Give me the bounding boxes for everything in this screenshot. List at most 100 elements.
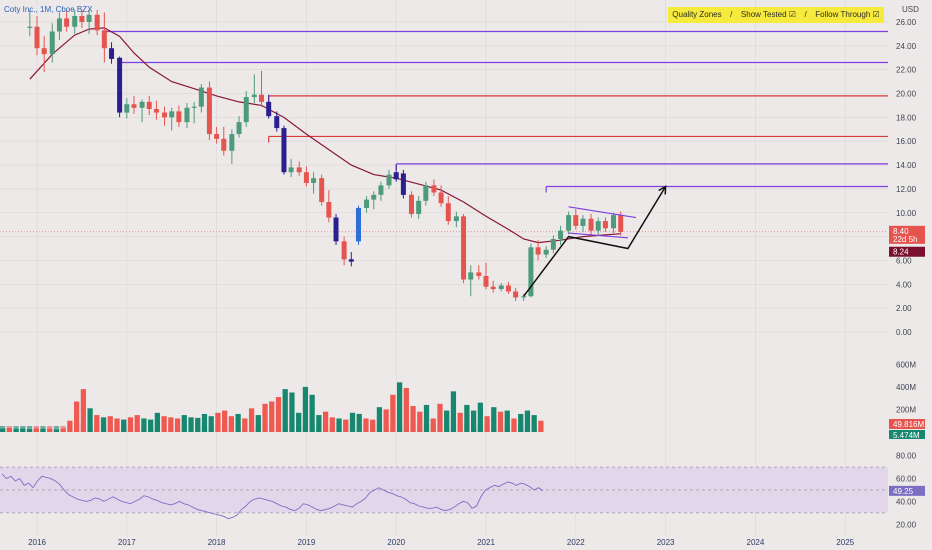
volume-bar-base — [322, 426, 329, 432]
volume-bar — [444, 410, 450, 432]
candle-body — [378, 185, 384, 195]
candle-body — [490, 286, 496, 290]
candle-body — [326, 202, 332, 218]
candle-body — [408, 194, 414, 214]
volume-bar — [201, 413, 208, 432]
volume-bar — [396, 382, 403, 432]
volume-bar — [174, 418, 181, 432]
volume-bar — [148, 419, 154, 432]
volume-bar — [511, 418, 517, 432]
legend-follow-through[interactable]: Follow Through ☑ — [815, 10, 880, 19]
volume-bar-base — [410, 426, 416, 432]
candle-body — [79, 16, 85, 22]
candle-body — [602, 221, 608, 229]
volume-bar — [302, 386, 309, 432]
candle-body — [288, 167, 294, 173]
candle-body — [86, 14, 92, 22]
volume-bar-base — [309, 426, 315, 432]
volume-bar-base — [302, 426, 309, 432]
volume-bar — [457, 412, 463, 432]
candle-body — [146, 101, 152, 110]
legend-separator: / — [730, 10, 733, 19]
chart-title: Coty Inc., 1M, Cboe BZX — [4, 5, 93, 14]
flag-trendline — [568, 206, 637, 219]
volume-bar — [228, 416, 235, 432]
volume-bar-base — [504, 426, 510, 432]
candle-body — [56, 18, 62, 32]
volume-bar — [161, 416, 167, 432]
volume-bar — [524, 410, 531, 432]
volume-bar-base — [390, 426, 396, 432]
volume-bar-base — [403, 426, 409, 432]
volume-tick-label: 400M — [896, 383, 916, 392]
volume-value-tag-text: 49.816M — [893, 420, 924, 429]
time-axis[interactable]: 2016 2017 2018 2019 2020 2021 2022 2023 2024 2025 — [28, 538, 855, 547]
candle-body — [355, 207, 361, 242]
price-axis[interactable]: 0.002.004.006.008.0010.0012.0014.0016.00… — [896, 18, 917, 529]
legend-quality-zones[interactable]: Quality Zones — [672, 10, 722, 19]
chart-grid — [0, 0, 888, 536]
volume-bar — [141, 418, 147, 432]
legend-show-tested[interactable]: Show Tested ☑ — [740, 10, 796, 19]
ma-value-tag — [889, 246, 925, 257]
volume-bar — [87, 408, 93, 432]
volume-secondary-tag-text: 5.474M — [893, 431, 920, 440]
candle-body — [236, 122, 242, 135]
legend-separator: / — [804, 10, 807, 19]
trendline-drawings — [523, 185, 667, 297]
quality-zones-legend[interactable]: Quality Zones / Show Tested ☑ / Follow T… — [668, 7, 884, 23]
volume-bar — [114, 418, 120, 432]
volume-value-tag — [889, 419, 925, 429]
volume-bar — [289, 392, 295, 432]
volume-bar — [336, 418, 342, 432]
rsi-indicator — [0, 466, 888, 520]
price-tick-label: 0.00 — [896, 328, 912, 337]
candle-body — [221, 138, 227, 151]
candle-body — [445, 203, 451, 222]
volume-bar — [208, 416, 214, 432]
volume-secondary-tag — [889, 430, 925, 439]
volume-bar — [437, 403, 443, 432]
volume-bar-base — [94, 426, 100, 432]
candle-body — [416, 200, 422, 214]
candle-body — [109, 48, 115, 59]
candle-body — [566, 215, 572, 231]
volume-bar-base — [74, 426, 80, 432]
year-tick-label: 2024 — [747, 538, 765, 547]
price-tick-label: 26.00 — [896, 18, 917, 27]
volume-bar — [491, 407, 497, 432]
volume-bar-base — [430, 426, 436, 432]
volume-bar-base — [40, 426, 46, 432]
candle-body — [169, 111, 175, 118]
volume-bar-base — [208, 426, 214, 432]
year-tick-label: 2020 — [387, 538, 405, 547]
year-tick-label: 2022 — [567, 538, 585, 547]
volume-tick-label: 600M — [896, 360, 916, 369]
volume-bar-base — [477, 426, 483, 432]
candle-body — [49, 31, 55, 55]
volume-bar-base — [531, 426, 537, 432]
year-tick-label: 2025 — [836, 538, 854, 547]
year-tick-label: 2017 — [118, 538, 136, 547]
rsi-line — [1, 473, 544, 520]
volume-bar-base — [464, 426, 470, 432]
volume-bar — [80, 389, 86, 432]
candle-body — [618, 215, 624, 232]
candle-body — [139, 101, 145, 108]
candle-body — [124, 104, 130, 113]
volume-bar — [275, 397, 282, 432]
volume-bar — [531, 415, 537, 432]
price-tick-label: 24.00 — [896, 42, 917, 51]
year-tick-label: 2018 — [208, 538, 226, 547]
volume-bar-base — [289, 426, 295, 432]
volume-bars — [0, 382, 544, 432]
volume-bar-base — [215, 426, 221, 432]
volume-bar — [195, 417, 201, 432]
candle-body — [573, 215, 579, 226]
volume-bar-base — [228, 426, 235, 432]
ma-value-tag-text: 8.24 — [893, 248, 909, 257]
price-tick-label: 18.00 — [896, 113, 917, 122]
volume-bar — [497, 411, 504, 432]
volume-bar-base — [248, 426, 255, 432]
